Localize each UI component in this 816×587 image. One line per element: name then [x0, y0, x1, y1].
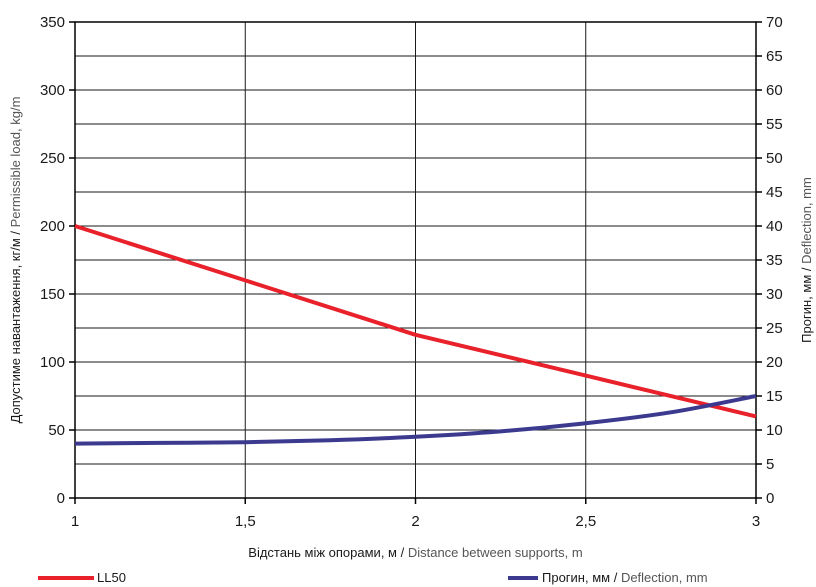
y-left-tick-label: 0 [57, 490, 65, 507]
grid [74, 21, 757, 499]
y-right-tick-label: 40 [766, 218, 783, 235]
y-left-tick-label: 250 [40, 150, 65, 167]
y-right-axis-label-en: Deflection, mm [799, 177, 814, 264]
y-left-tick-label: 350 [40, 14, 65, 31]
y-left-tick-label: 50 [48, 422, 65, 439]
y-left-axis-label-ua: Допустиме навантаження, кг/м [8, 238, 23, 423]
y-left-tick-label: 300 [40, 82, 65, 99]
x-axis-label-ua: Відстань між опорами, м [248, 545, 397, 560]
y-right-tick-label: 10 [766, 422, 783, 439]
ticks: 0501001502002503003500510152025303540455… [40, 14, 783, 530]
y-left-axis-label: Допустиме навантаження, кг/м / Permissib… [8, 97, 23, 424]
y-right-tick-label: 5 [766, 456, 774, 473]
x-tick-label: 2 [411, 513, 419, 530]
y-right-tick-label: 0 [766, 490, 774, 507]
y-left-tick-label: 200 [40, 218, 65, 235]
y-right-tick-label: 45 [766, 184, 783, 201]
legend-label-ll50: LL50 [97, 570, 126, 585]
legend-label-deflection: Прогин, мм / Deflection, mm [542, 570, 708, 585]
y-right-tick-label: 35 [766, 252, 783, 269]
y-right-tick-label: 60 [766, 82, 783, 99]
x-axis-label-en: Distance between supports, m [408, 545, 583, 560]
y-right-tick-label: 55 [766, 116, 783, 133]
y-right-tick-label: 25 [766, 320, 783, 337]
legend-label-deflection-sep: / [610, 570, 621, 585]
legend: LL50 Прогин, мм / Deflection, mm [38, 570, 708, 585]
y-left-axis-label-en: Permissible load, kg/m [8, 97, 23, 228]
x-tick-label: 3 [752, 513, 760, 530]
x-tick-label: 1,5 [235, 513, 256, 530]
x-axis-label-sep: / [397, 545, 408, 560]
y-right-tick-label: 70 [766, 14, 783, 31]
x-axis-label: Відстань між опорами, м / Distance betwe… [248, 545, 582, 560]
y-left-tick-label: 100 [40, 354, 65, 371]
x-tick-label: 1 [71, 513, 79, 530]
y-right-tick-label: 30 [766, 286, 783, 303]
y-right-tick-label: 50 [766, 150, 783, 167]
y-right-axis-label-sep: / [799, 264, 814, 275]
x-tick-label: 2,5 [575, 513, 596, 530]
y-right-tick-label: 20 [766, 354, 783, 371]
series-layer [74, 224, 757, 446]
series-line-deflection [74, 394, 757, 446]
y-right-tick-label: 65 [766, 48, 783, 65]
y-left-tick-label: 150 [40, 286, 65, 303]
legend-label-deflection-ua: Прогин, мм [542, 570, 610, 585]
series-line-ll50 [74, 224, 757, 419]
y-right-tick-label: 15 [766, 388, 783, 405]
legend-label-deflection-en: Deflection, mm [621, 570, 708, 585]
y-right-axis-label: Прогин, мм / Deflection, mm [799, 177, 814, 343]
y-left-axis-label-sep: / [8, 227, 23, 238]
y-right-axis-label-ua: Прогин, мм [799, 275, 814, 343]
